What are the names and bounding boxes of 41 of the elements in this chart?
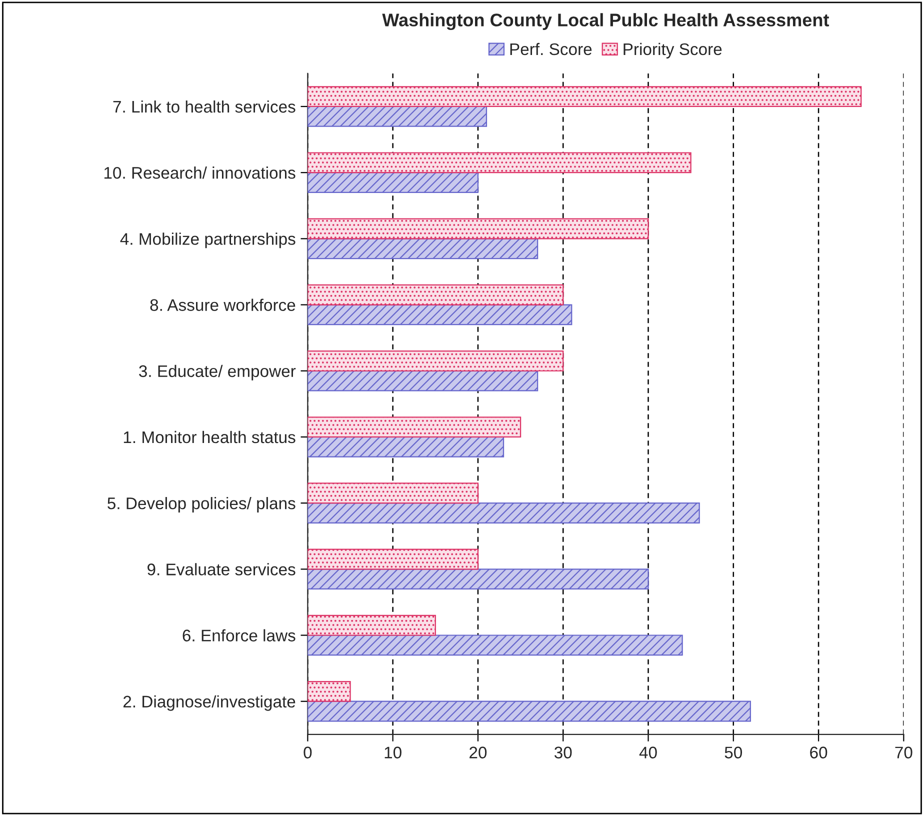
x-tick-label: 30 xyxy=(554,746,572,758)
bar xyxy=(308,700,751,722)
bar xyxy=(308,152,692,174)
bar xyxy=(308,370,538,392)
bar xyxy=(308,680,351,702)
x-tick-label: 20 xyxy=(470,746,487,758)
bar xyxy=(308,218,649,240)
bar xyxy=(308,106,488,127)
x-tick-label: 10 xyxy=(384,746,402,758)
bar xyxy=(308,614,436,636)
y-tick-label: 4. Mobilize partnerships xyxy=(120,232,296,248)
bar xyxy=(308,172,479,193)
bar xyxy=(308,568,649,590)
y-tick-label: 10. Research/ innovations xyxy=(104,166,296,179)
y-tick-label: 9. Evaluate services xyxy=(148,563,296,576)
x-tick-label: 40 xyxy=(639,746,657,758)
bar xyxy=(308,436,504,458)
bar xyxy=(308,350,564,372)
bar xyxy=(308,284,564,306)
y-tick-label: 2. Diagnose/investigate xyxy=(123,695,296,711)
x-tick-label: 60 xyxy=(810,746,828,758)
x-tick-label: 50 xyxy=(724,746,742,758)
chart-title: Washington County Local Publc Health Assessment xyxy=(382,13,830,30)
y-tick-label: 7. Link to health services xyxy=(113,100,296,113)
y-tick-label: 1. Monitor health status xyxy=(124,430,296,444)
bar xyxy=(308,502,700,524)
bar xyxy=(308,86,862,108)
bar xyxy=(308,548,479,570)
bar xyxy=(308,634,683,656)
bar xyxy=(308,304,572,326)
x-tick-label: 0 xyxy=(304,746,312,758)
legend-label: Priority Score xyxy=(624,42,722,58)
bar xyxy=(308,416,522,438)
x-tick-label: 70 xyxy=(895,746,912,758)
bar xyxy=(308,238,538,260)
y-tick-label: 8. Assure workforce xyxy=(150,298,296,311)
bar xyxy=(308,482,479,504)
y-tick-label: 5. Develop policies/ plans xyxy=(108,497,296,513)
y-tick-label: 3. Educate/ empower xyxy=(139,364,296,380)
legend-label: Perf. Score xyxy=(510,42,592,56)
y-tick-label: 6. Enforce laws xyxy=(182,629,296,642)
